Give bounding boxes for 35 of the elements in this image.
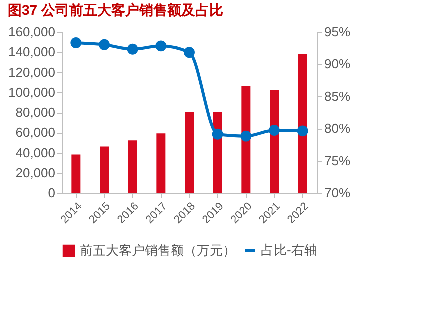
y-tick-label: 100,000 xyxy=(8,84,56,100)
y2-tick-label: 70% xyxy=(324,186,351,200)
bar xyxy=(156,134,166,193)
point xyxy=(156,40,167,52)
legend-label: 占比-右轴 xyxy=(261,242,318,258)
y-tick-label: 120,000 xyxy=(8,64,56,80)
point xyxy=(240,130,252,142)
point xyxy=(297,126,308,137)
y2-tick-label: 95% xyxy=(324,24,351,40)
bar xyxy=(128,140,138,193)
chart-title: 图37 公司前五大客户销售额及占比 xyxy=(8,2,224,18)
bar xyxy=(100,146,109,193)
bar xyxy=(185,112,194,193)
point xyxy=(269,125,280,136)
y-tick-label: 20,000 xyxy=(16,165,56,180)
point xyxy=(70,37,82,48)
bar xyxy=(72,154,81,193)
bar xyxy=(298,54,308,193)
bar xyxy=(242,86,251,193)
y-tick-label: 80,000 xyxy=(16,105,56,120)
y-tick-label: 140,000 xyxy=(8,44,56,60)
y-tick-label: 160,000 xyxy=(8,24,56,40)
y-tick-label: 0 xyxy=(48,186,56,200)
legend-label: 前五大客户销售额（万元） xyxy=(80,243,236,258)
point xyxy=(212,128,224,140)
y2-tick-label: 85% xyxy=(324,88,351,104)
bar xyxy=(270,90,279,193)
y2-tick-label: 90% xyxy=(324,56,351,72)
y2-tick-label: 80% xyxy=(324,121,351,136)
y2-tick-label: 75% xyxy=(324,153,351,168)
point xyxy=(99,39,110,50)
y-tick-label: 60,000 xyxy=(16,125,56,140)
y-tick-label: 40,000 xyxy=(16,145,56,160)
point xyxy=(184,47,195,58)
point xyxy=(127,44,138,55)
